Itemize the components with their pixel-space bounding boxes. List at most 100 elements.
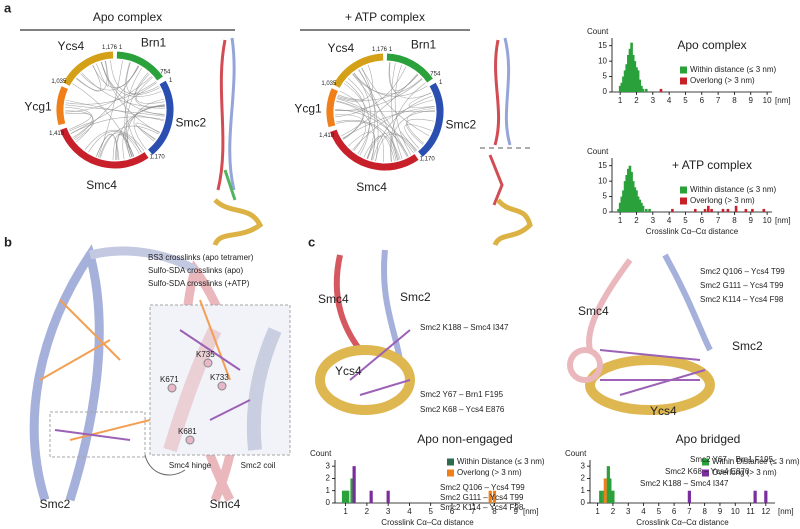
legend-text: Overlong (> 3 nm) — [690, 196, 755, 205]
y-tick-label: 3 — [581, 461, 586, 470]
x-tick-label: 5 — [657, 507, 662, 516]
legend-swatch — [702, 469, 709, 477]
bar — [693, 208, 697, 212]
legend-text: Overlong (> 3 nm) — [457, 468, 522, 477]
circos-segment — [326, 88, 339, 128]
x-tick-label: 8 — [732, 96, 737, 105]
bar — [599, 490, 603, 503]
x-tick-label: 3 — [651, 96, 656, 105]
x-tick-label: 9 — [718, 507, 723, 516]
position-number: 1,418 — [49, 131, 65, 137]
crosslink-chord — [99, 132, 140, 158]
x-axis-label: Crosslink Cα–Cα distance — [636, 518, 729, 527]
bar — [631, 181, 635, 212]
x-tick-label: 11 — [746, 507, 755, 516]
x-tick-label: 8 — [492, 507, 497, 516]
circos-title: Apo complex — [93, 10, 162, 24]
y-tick-label: 2 — [326, 474, 331, 483]
x-tick-label: 6 — [672, 507, 677, 516]
crosslink-chord — [97, 60, 123, 158]
bar — [633, 187, 637, 212]
circos-segment — [148, 80, 174, 155]
protein-label: Ycs4 — [650, 404, 677, 418]
y-tick-label: 1 — [326, 486, 331, 495]
residue-sphere — [185, 435, 195, 445]
x-tick-label: 3 — [386, 507, 391, 516]
residue-label: K733 — [210, 373, 229, 382]
legend-swatch — [447, 469, 454, 477]
circos-segment — [56, 86, 69, 126]
crosslink-chord — [336, 98, 414, 154]
circos-segment — [333, 53, 384, 88]
x-axis-label: Crosslink Cα–Cα distance — [646, 227, 739, 236]
position-number: 754 — [160, 70, 171, 76]
crosslink-chord — [335, 119, 401, 160]
position-number: 1,035 — [51, 79, 67, 85]
crosslink-note: Smc2 G111 – Ycs4 T99 — [440, 493, 524, 502]
bar — [764, 490, 768, 503]
bar — [636, 70, 640, 92]
protein-label: Smc4 — [318, 292, 349, 306]
bar — [350, 478, 354, 503]
y-axis-label: Count — [587, 27, 609, 36]
residue-sphere — [167, 383, 177, 393]
crosslink-chord — [400, 131, 417, 152]
bar — [369, 490, 373, 503]
x-tick-label: 6 — [450, 507, 455, 516]
position-number: 1 — [389, 47, 393, 53]
bar — [630, 171, 633, 212]
bar — [352, 466, 356, 503]
panel-label: a — [4, 0, 12, 15]
bar — [635, 190, 638, 212]
crosslink-chord — [335, 109, 409, 157]
y-tick-label: 10 — [598, 56, 607, 65]
crosslink-chord — [352, 99, 434, 151]
x-tick-label: 5 — [683, 216, 688, 225]
crosslink-chord — [336, 101, 375, 161]
panel-label: b — [4, 234, 12, 249]
protein-label: Smc2 — [732, 339, 763, 353]
crosslink-label: Smc2 K68 – Ycs4 E876 — [420, 405, 505, 414]
crosslink-note: Smc2 Q106 – Ycs4 T99 — [440, 483, 525, 492]
caption: Apo bridged — [676, 432, 741, 446]
crosslink-note: Smc2 K114 – Ycs4 F98 — [440, 503, 524, 512]
bar — [611, 490, 615, 503]
x-tick-label: 2 — [634, 96, 639, 105]
bar — [633, 61, 637, 92]
segment-label: Smc4 — [356, 180, 387, 194]
x-tick-label: 1 — [343, 507, 348, 516]
crosslink-label: Smc2 Q106 – Ycs4 T99 — [700, 267, 785, 276]
bar — [648, 208, 651, 212]
legend-text: Within Distance (≤ 3 nm) — [712, 457, 800, 466]
bar — [671, 208, 674, 212]
x-tick-label: 12 — [761, 507, 770, 516]
y-tick-label: 5 — [603, 192, 608, 201]
crosslink-chord — [352, 73, 409, 157]
x-tick-label: 10 — [731, 507, 740, 516]
bar — [628, 165, 632, 212]
circos-segment — [63, 51, 114, 86]
crosslink-label: Smc2 K114 – Ycs4 F98 — [700, 295, 784, 304]
circos-segment — [60, 127, 149, 169]
x-tick-label: 1 — [595, 507, 600, 516]
crosslink-chord — [394, 64, 412, 155]
structure-b — [29, 244, 291, 503]
circos-segment — [116, 51, 163, 81]
segment-label: Brn1 — [141, 35, 167, 49]
caption: Apo non-engaged — [417, 432, 512, 446]
crosslink-chord — [110, 60, 160, 95]
segment-label: Smc2 — [175, 116, 206, 130]
crosslink-chord — [339, 90, 364, 140]
y-tick-label: 15 — [598, 41, 607, 50]
x-unit: [nm] — [523, 507, 539, 516]
crosslink-chord — [84, 129, 145, 151]
x-tick-label: 7 — [716, 96, 721, 105]
bar — [744, 208, 748, 212]
y-axis-label: Count — [565, 449, 587, 458]
segment-label: Ycs4 — [327, 41, 354, 55]
x-tick-label: 3 — [651, 216, 656, 225]
bar — [707, 205, 710, 212]
bar — [753, 490, 757, 503]
legend-text: Within distance (≤ 3 nm) — [690, 185, 777, 194]
x-tick-label: 8 — [702, 507, 707, 516]
